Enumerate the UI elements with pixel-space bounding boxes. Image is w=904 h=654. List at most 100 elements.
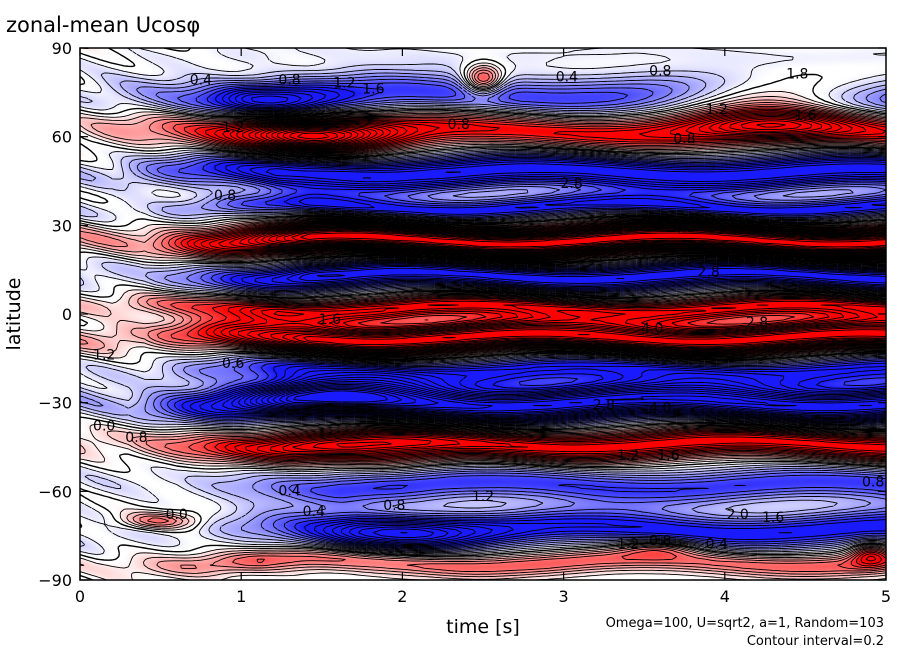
contour-label: 2.8 xyxy=(698,265,720,281)
contour-label: 0.4 xyxy=(190,73,212,89)
contour-level-1.4 xyxy=(174,107,886,569)
contour-level--2.2 xyxy=(199,90,886,546)
contour-labels: 0.4 0.8 1.2 1.6 0.4 0.8 1.8 1.2 1.6 0.8 1.2 0.8 2.8 0… xyxy=(93,64,884,553)
contour-label: 1.8 xyxy=(786,67,808,83)
contour-level-3.6 xyxy=(261,123,886,347)
contour-label: 1.6 xyxy=(794,108,816,124)
contour-label: 1.2 xyxy=(617,448,639,464)
contour-level--4.4 xyxy=(278,387,416,405)
contour-label: 0.6 xyxy=(222,356,244,372)
contour-level--1.2 xyxy=(156,78,886,551)
contour-level-2 xyxy=(193,111,886,562)
contour-label: 1.2 xyxy=(706,102,728,118)
contour-label: 4.0 xyxy=(641,321,663,337)
contour-level-2.2 xyxy=(200,112,886,457)
contour-label: 4.8 xyxy=(754,220,776,236)
contour-label: 0.4 xyxy=(706,537,728,553)
contour-label: 0.8 xyxy=(673,132,695,148)
x-tick-label: 2 xyxy=(397,587,407,606)
contour-level--0.4 xyxy=(80,63,886,555)
contour-level--2.8 xyxy=(231,95,886,542)
parameter-note: Omega=100, U=sqrt2, a=1, Random=103 xyxy=(606,616,884,631)
contour-level-4.6 xyxy=(297,132,886,248)
y-tick-label: −30 xyxy=(38,394,72,413)
plot-area: 0.4 0.8 1.2 1.6 0.4 0.8 1.8 1.2 1.6 0.8 1.2 0.8 2.8 0… xyxy=(80,48,886,580)
contour-level--1.4 xyxy=(167,82,886,550)
contour-label: 4.0 xyxy=(649,401,671,417)
x-tick-label: 4 xyxy=(720,587,730,606)
contour-level--3 xyxy=(237,274,886,540)
contour-label: 0.4 xyxy=(556,70,578,86)
y-axis-label: latitude xyxy=(3,278,25,351)
contour-label: 0.8 xyxy=(383,498,405,514)
contour-label: 2.0 xyxy=(727,507,749,523)
contour-level-2.4 xyxy=(208,113,886,456)
contour-label: 1.2 xyxy=(472,489,494,505)
contour-label: 1.6 xyxy=(362,81,384,97)
x-axis-label: time [s] xyxy=(446,616,520,638)
contour-label: 4.0 xyxy=(673,220,695,236)
contour-label: 0.0 xyxy=(166,507,188,523)
chart-title: zonal-mean Ucosφ xyxy=(6,13,200,37)
contour-level-4.2 xyxy=(282,129,886,250)
x-tick-label: 0 xyxy=(75,587,85,606)
contour-label: 1.6 xyxy=(657,448,679,464)
contour-level--3.8 xyxy=(260,384,886,412)
contour-level--4.6 xyxy=(285,389,402,404)
contour-label: 0.4 xyxy=(303,504,325,520)
contour-level--1.8 xyxy=(181,86,886,548)
contour-level--0.6 xyxy=(80,69,886,554)
contour-level-1.2 xyxy=(167,105,886,570)
y-tick-label: 0 xyxy=(62,305,72,324)
x-tick-label: 5 xyxy=(881,587,891,606)
contour-lines xyxy=(80,48,886,580)
contour-level-4.4 xyxy=(289,131,886,249)
contour-label: 1.2 xyxy=(333,75,355,91)
contour-level-0 xyxy=(80,48,886,580)
contour-label: 2.8 xyxy=(561,176,583,192)
contour-label: 1.2 xyxy=(222,120,244,136)
contour-label: 1.6 xyxy=(319,312,341,328)
contour-label: 1.6 xyxy=(762,510,784,526)
contour-label: 2.8 xyxy=(746,315,768,331)
y-tick-label: −90 xyxy=(38,571,72,590)
contour-label: 0.8 xyxy=(448,117,470,133)
contour-label: 0.8 xyxy=(125,430,147,446)
contour-level--4 xyxy=(266,385,872,409)
y-tick-label: 30 xyxy=(52,216,72,235)
contour-label: 0.8 xyxy=(214,188,236,204)
contour-level-0.8 xyxy=(80,69,886,575)
contour-label: 1.2 xyxy=(617,537,639,553)
contour-level--2.4 xyxy=(210,91,886,544)
contour-level--2.6 xyxy=(222,93,886,543)
contour-label: 0.4 xyxy=(278,483,300,499)
contour-level-1.8 xyxy=(186,110,886,565)
contour-level-1 xyxy=(147,72,886,573)
contour-level--1 xyxy=(145,75,886,552)
contour-level-3.4 xyxy=(254,120,886,448)
contour-level--3.2 xyxy=(243,379,886,538)
contour-label: 2.8 xyxy=(593,398,615,414)
contour-level-4 xyxy=(275,128,886,339)
contour-level-2.8 xyxy=(228,116,886,453)
y-tick-label: 90 xyxy=(52,39,72,58)
x-axis: 0 1 2 3 4 5 xyxy=(75,48,891,606)
contour-interval-note: Contour interval=0.2 xyxy=(747,634,884,649)
contour-level--3.4 xyxy=(250,381,886,534)
y-axis: 90 60 30 0 −30 −60 −90 xyxy=(38,39,886,590)
contour-level-3 xyxy=(239,117,886,452)
contour-level--0.8 xyxy=(80,72,886,553)
contour-level--2 xyxy=(189,88,886,547)
y-tick-label: 60 xyxy=(52,128,72,147)
contour-level-0.6 xyxy=(80,67,886,578)
contour-level-0.4 xyxy=(80,65,886,580)
contour-level-2.6 xyxy=(218,114,886,454)
contour-label: 0.0 xyxy=(93,418,115,434)
contour-level-3.2 xyxy=(247,118,886,450)
contour-label: 0.8 xyxy=(649,64,671,80)
contour-label: 1.2 xyxy=(93,347,115,363)
contour-label: 0.8 xyxy=(649,534,671,550)
x-tick-label: 3 xyxy=(559,587,569,606)
contour-level--1.6 xyxy=(173,84,886,549)
